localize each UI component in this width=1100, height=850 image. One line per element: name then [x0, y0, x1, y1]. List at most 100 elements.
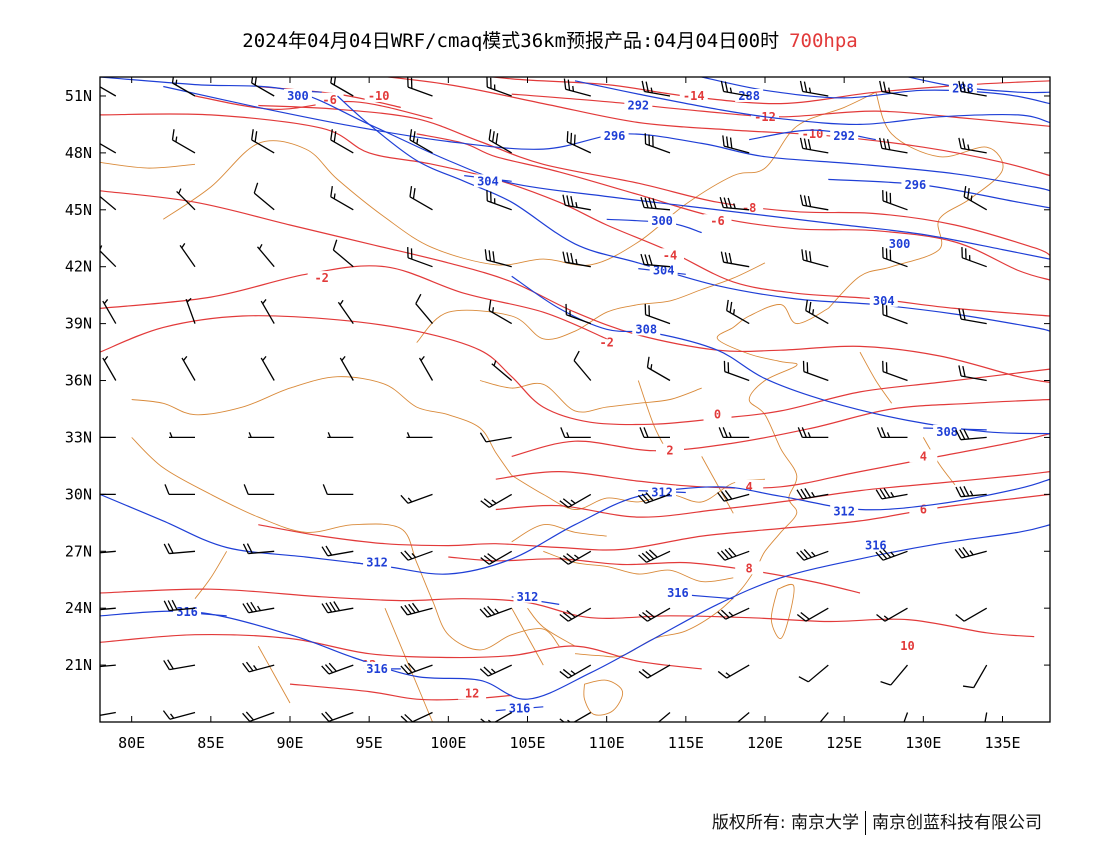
- wind-barb-flag: [638, 670, 648, 679]
- lon-label: 80E: [118, 734, 145, 752]
- wind-barb-staff: [881, 147, 908, 154]
- wind-barb-staff: [407, 607, 433, 616]
- wind-barb: [100, 607, 116, 612]
- wind-barb-flag: [645, 492, 654, 501]
- wind-barb-flag: [641, 552, 651, 562]
- wind-barb-flag: [882, 360, 884, 372]
- wind-barb: [955, 607, 988, 622]
- map-title: 2024年04月04日WRF/cmaq模式36km预报产品:04月04日00时 7…: [0, 26, 1100, 53]
- wind-barb-staff: [253, 192, 275, 211]
- temperature-contour-15: [448, 556, 861, 594]
- geopotential-label-bg: [830, 504, 859, 518]
- wind-barb-flag: [641, 80, 646, 92]
- wind-barb-flag: [955, 614, 965, 622]
- wind-barb-flag: [880, 681, 891, 686]
- temperature-label: 8: [746, 561, 753, 575]
- wind-barb-half-flag: [186, 297, 192, 303]
- geopotential-label: 300: [651, 214, 673, 228]
- wind-barb-flag: [246, 543, 253, 554]
- wind-barb-flag: [967, 188, 970, 199]
- wind-barb-flag: [483, 607, 492, 617]
- geopotential-label: 300: [287, 89, 309, 103]
- title-text: 2024年04月04日WRF/cmaq模式36km预报产品:04月04日00时: [242, 30, 780, 52]
- temperature-label-bg: [458, 686, 487, 700]
- wind-barb-staff: [248, 664, 275, 673]
- wind-barb: [327, 432, 354, 439]
- wind-barb-flag: [648, 134, 650, 146]
- boundary-line-11: [770, 583, 795, 639]
- wind-barb: [321, 545, 354, 557]
- temperature-contour-6: [416, 133, 1050, 281]
- wind-barb-flag: [718, 427, 724, 438]
- wind-barb-staff: [981, 712, 988, 722]
- wind-barb-flag: [717, 551, 726, 561]
- temperature-label-bg: [735, 200, 764, 214]
- geopotential-label: 296: [905, 178, 927, 192]
- boundary-line-21: [100, 161, 196, 169]
- wind-barb-staff: [415, 303, 433, 325]
- wind-barb: [418, 355, 434, 381]
- wind-barb-flag: [486, 190, 488, 201]
- wind-barb: [802, 360, 829, 382]
- wind-barb-flag: [876, 614, 886, 622]
- wind-barb-half-flag: [262, 355, 267, 361]
- wind-barb-flag: [638, 554, 647, 563]
- wind-barb-staff: [328, 711, 354, 722]
- wind-barb-flag: [559, 670, 569, 679]
- wind-barb-flag: [724, 81, 729, 93]
- wind-barb-staff: [418, 357, 434, 381]
- wind-barb-half-flag: [575, 258, 578, 265]
- wind-barb-staff: [327, 550, 354, 557]
- wind-barb-flag: [962, 309, 966, 320]
- temperature-contours: -14-12-10-10-8-6-6-4-2-2024468101212: [100, 77, 1050, 701]
- lat-label: 36N: [65, 372, 92, 390]
- wind-barb-flag: [562, 612, 573, 620]
- wind-barb: [559, 664, 592, 679]
- wind-barb-flag: [876, 427, 883, 438]
- wind-barb: [480, 550, 513, 565]
- geopotential-label-bg: [830, 128, 859, 142]
- wind-barb-flag: [803, 195, 808, 207]
- wind-barb-flag: [802, 360, 805, 372]
- wind-barb: [805, 299, 829, 325]
- geopotential-contour-3: [749, 129, 876, 141]
- wind-barb-flag: [162, 710, 171, 720]
- wind-barb-staff: [565, 261, 591, 268]
- wind-barb-staff: [803, 259, 829, 268]
- wind-barb: [488, 129, 513, 154]
- wind-barb-flag: [799, 137, 804, 149]
- wind-barb-flag: [799, 194, 804, 206]
- wind-barb-flag: [720, 491, 729, 501]
- wind-barb-flag: [479, 432, 487, 443]
- boundary-layer: [100, 91, 1004, 722]
- wind-barb: [407, 77, 433, 97]
- wind-barb-flag: [245, 661, 254, 672]
- wind-barb-flag: [879, 80, 883, 92]
- wind-barb-staff: [328, 664, 354, 675]
- wind-barb: [400, 493, 433, 504]
- wind-barb-staff: [802, 90, 829, 97]
- geopotential-label-bg: [648, 214, 677, 228]
- wind-barb-staff: [260, 357, 275, 381]
- wind-barb-flag: [886, 139, 891, 150]
- lon-label: 120E: [747, 734, 783, 752]
- wind-barb-staff: [882, 370, 908, 382]
- wind-barb-flag: [808, 301, 812, 313]
- boundary-line-18: [511, 607, 544, 666]
- wind-barb-flag: [642, 612, 652, 620]
- wind-barb-half-flag: [491, 668, 496, 674]
- wind-barb-staff: [179, 245, 196, 268]
- wind-barb: [491, 360, 513, 381]
- wind-barb: [796, 607, 829, 622]
- wind-barb-flag: [562, 498, 573, 506]
- wind-barb: [717, 607, 750, 620]
- wind-barb-flag: [567, 79, 571, 91]
- wind-barb: [897, 712, 909, 722]
- wind-barb-flag: [330, 129, 333, 140]
- wind-barb-flag: [407, 77, 409, 88]
- wind-barb-flag: [559, 614, 569, 622]
- wind-barb-flag: [641, 722, 650, 732]
- wind-barb: [876, 607, 908, 622]
- wind-barb-staff: [100, 192, 117, 211]
- wind-barb-half-flag: [339, 299, 344, 306]
